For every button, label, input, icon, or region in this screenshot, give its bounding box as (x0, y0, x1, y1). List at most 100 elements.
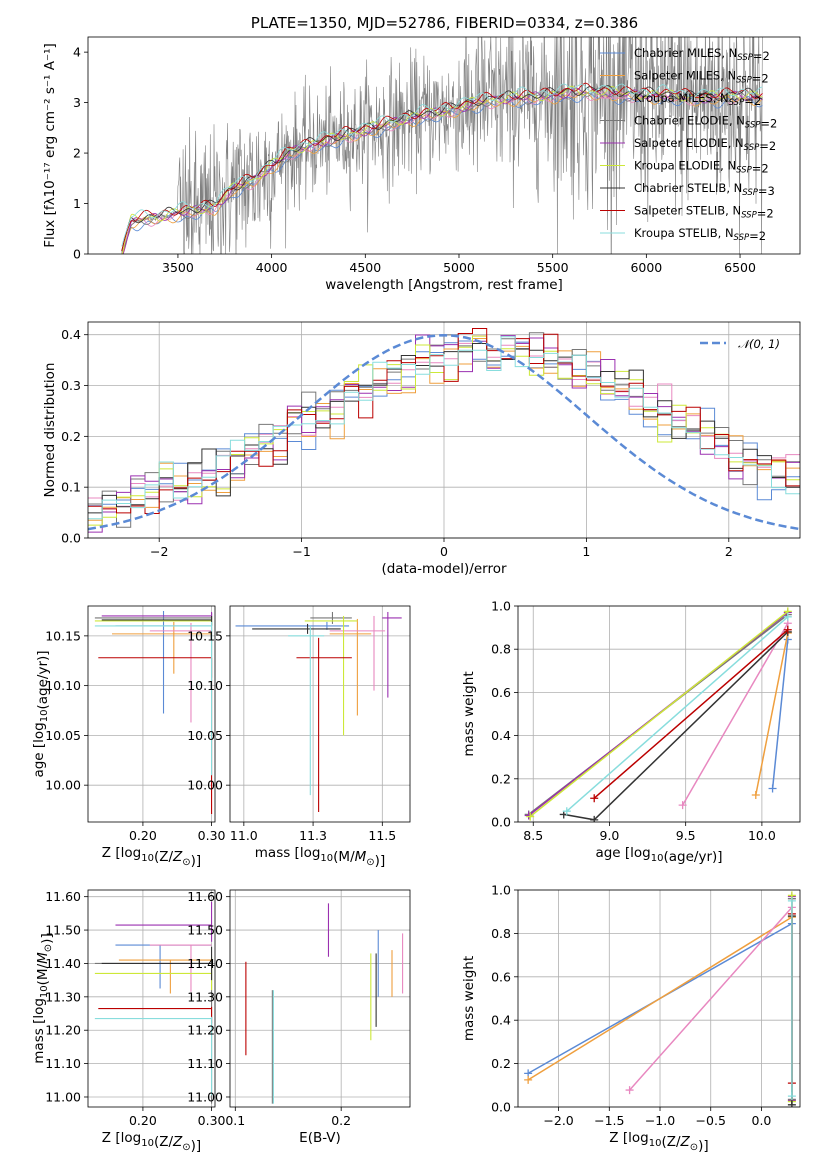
label-fragment: N (735, 136, 744, 150)
x-tick-label: 2 (725, 544, 733, 559)
x-tick-label: −1.0 (645, 1113, 675, 1128)
errorbar-point (98, 1006, 213, 1024)
label-subscript: 10 (141, 1138, 154, 1149)
x-tick-label: −1 (292, 544, 310, 559)
label-fragment: (age/yr)] (664, 849, 723, 865)
y-tick-label: 10.05 (187, 728, 223, 743)
label-fragment: age [ (595, 845, 630, 861)
x-tick-label: −2 (150, 544, 168, 559)
label-fragment: fλ10⁻¹⁷ (42, 162, 58, 210)
axes-mass-vs-Z: 0.20 0.30 11.00 11.10 11.20 11.30 11.40 11.50 11… (31, 889, 226, 1154)
weight-line (529, 610, 789, 818)
legend-label: Chabrier ELODIE, NSSP=2 (634, 114, 777, 131)
label-subscript: SSP (736, 166, 752, 176)
y-tick-label: 10.15 (187, 628, 223, 643)
label-fragment: E(B-V) (299, 1130, 341, 1146)
y-tick-label: 1.0 (491, 599, 511, 614)
plot-area (121, 37, 763, 254)
axes-weight-vs-age: 8.5 9.0 9.5 10.0 0.0 0.2 0.4 0.6 0.8 1.0 age [log1… (461, 599, 801, 865)
y-tick-label: 0.4 (491, 1013, 511, 1028)
y-tick-label: 10.00 (45, 778, 81, 793)
axes-age-vs-mass: 11.0 11.3 11.5 10.00 10.05 10.10 10.15 mass [lo… (187, 605, 411, 869)
label-subscript: SSP (734, 233, 750, 243)
y-tick-label: 0.0 (61, 531, 81, 546)
label-fragment: =3 (758, 184, 775, 198)
axes-frame (87, 605, 216, 823)
label-subscript: SSP (742, 188, 758, 198)
legend-label: Kroupa STELIB, NSSP=2 (634, 226, 766, 243)
y-tick-label: 0.6 (491, 685, 511, 700)
y-tick-label: 1.0 (491, 883, 511, 898)
x-tick-label: 0 (440, 544, 448, 559)
axes-frame (87, 321, 801, 539)
y-axis-label: Flux [fλ10⁻¹⁷ erg cm⁻² s⁻¹ A⁻¹] (42, 43, 58, 248)
y-tick-label: 11.40 (187, 956, 223, 971)
y-tick-label: 11.00 (187, 1089, 223, 1104)
label-fragment: Z (172, 1134, 183, 1150)
y-tick-label: 10.10 (45, 678, 81, 693)
axes-weight-vs-Z: −2.0 −1.5 −1.0 −0.5 0.0 0.0 0.2 0.4 0.6 0.8 1.0 Z [… (461, 883, 801, 1154)
plot-area (524, 891, 796, 1107)
x-tick-label: 0.30 (198, 828, 226, 843)
errorbar-point (149, 622, 212, 723)
label-fragment: )] (39, 933, 55, 944)
y-tick-label: 11.30 (187, 989, 223, 1004)
weight-marker (787, 1100, 796, 1107)
plot-area (524, 607, 792, 822)
y-tick-label: 11.60 (187, 889, 223, 904)
x-tick-label: 5500 (537, 260, 569, 275)
weight-line (593, 629, 789, 799)
residual-histogram (88, 334, 800, 533)
label-fragment: log (121, 845, 142, 861)
y-tick-label: 11.40 (45, 956, 81, 971)
label-fragment: (M/ (35, 963, 51, 985)
label-fragment: erg cm⁻² s⁻¹ A⁻¹] (42, 43, 58, 162)
x-axis-label: Z [log10(Z/Z⊙)] (102, 1130, 201, 1154)
label-subscript: SSP (741, 211, 757, 221)
label-fragment: =2 (752, 72, 769, 86)
errorbar-point (101, 946, 213, 981)
y-tick-label: 0.1 (61, 480, 81, 495)
label-fragment: =2 (752, 162, 769, 176)
legend-label: Kroupa MILES, NSSP=2 (634, 91, 761, 108)
label-fragment: Salpeter MILES, (634, 69, 727, 83)
weight-marker (783, 612, 792, 621)
label-subscript: 10 (649, 1138, 662, 1149)
y-tick-label: 0.6 (491, 969, 511, 984)
legend-label: Salpeter ELODIE, NSSP=2 (634, 136, 776, 153)
weight-marker (783, 625, 792, 634)
weight-line (566, 616, 789, 812)
y-tick-label: 11.00 (45, 1089, 81, 1104)
y-tick-label: 10.05 (45, 728, 81, 743)
figure-title: PLATE=1350, MJD=52786, FIBERID=0334, z=0… (251, 14, 638, 32)
label-fragment: Salpeter STELIB, (634, 204, 732, 218)
x-tick-label: −1.5 (594, 1113, 624, 1128)
label-fragment: =2 (759, 139, 776, 153)
label-fragment: mass weight (461, 956, 477, 1041)
label-subscript: 10 (39, 710, 50, 723)
label-fragment: (Z/ (154, 849, 174, 865)
label-fragment: )] (698, 1138, 709, 1154)
label-fragment: Z [ (609, 1130, 628, 1146)
y-tick-label: 0 (73, 247, 81, 262)
errorbar-point (329, 618, 372, 716)
label-fragment: =2 (753, 49, 770, 63)
label-fragment: (Z/ (661, 1134, 681, 1150)
label-fragment: =2 (757, 207, 774, 221)
weight-marker (678, 801, 687, 810)
label-fragment: mass [ (31, 1019, 47, 1064)
label-subscript: 10 (39, 985, 50, 998)
y-axis-label: mass [log10(M/M⊙)] (31, 933, 55, 1063)
errorbar-point (382, 611, 402, 698)
weight-marker (625, 1086, 634, 1095)
axes-mass-vs-EBV: 0.1 0.2 11.00 11.10 11.20 11.30 11.40 11.50 11.6… (187, 889, 411, 1146)
label-fragment: log (628, 1130, 649, 1146)
weight-marker (524, 1075, 533, 1084)
weight-line (771, 639, 789, 789)
label-fragment: =2 (749, 229, 766, 243)
weight-marker (590, 815, 599, 822)
x-axis-label: (data-model)/error (381, 561, 507, 577)
label-fragment: mass [ (255, 845, 300, 861)
weight-line (563, 631, 789, 821)
residual-histogram (88, 328, 800, 514)
